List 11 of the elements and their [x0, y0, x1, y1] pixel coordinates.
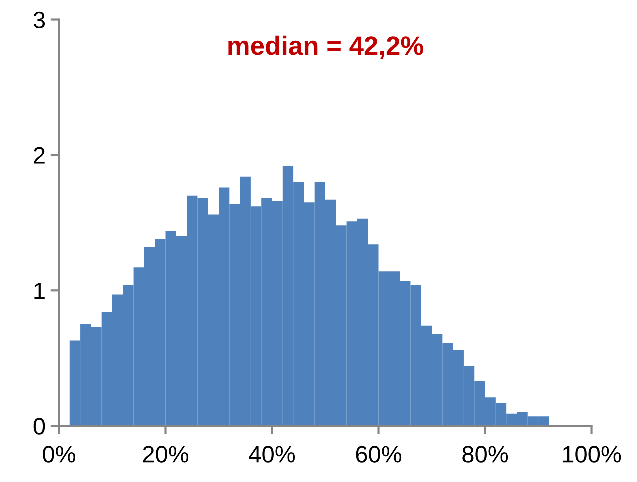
y-tick-label: 1 — [34, 282, 45, 300]
x-tick-label: 80% — [462, 446, 508, 463]
x-tick-label: 60% — [356, 446, 402, 463]
y-tick-label: 3 — [34, 12, 46, 29]
text: median = 42,2% — [228, 36, 424, 60]
x-tick-label: 20% — [143, 446, 189, 463]
x-tick-label: 0% — [43, 446, 76, 463]
y-tick-label: 2 — [34, 147, 45, 164]
x-tick-label: 100% — [563, 446, 622, 463]
x-tick-label: 40% — [249, 446, 296, 463]
y-tick-label: 0 — [34, 418, 46, 435]
